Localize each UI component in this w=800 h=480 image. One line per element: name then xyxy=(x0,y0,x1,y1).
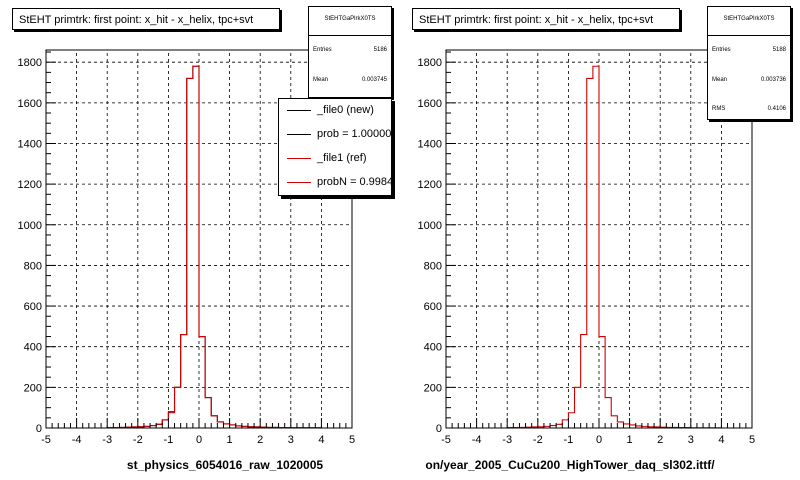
chart1-title: StEHT primtrk: first point: x_hit - x_he… xyxy=(19,14,254,26)
chart1-xtick-label-4: -1 xyxy=(164,434,174,446)
chart2-mean-value: 0.003736 xyxy=(760,77,786,83)
legend-line-file0 xyxy=(287,110,311,111)
chart2-xtick-label-9: 4 xyxy=(718,434,724,446)
chart1-ytick-label-4: 800 xyxy=(24,260,42,272)
chart1-ytick-label-6: 1200 xyxy=(18,179,42,191)
chart2-xtick-label-2: -3 xyxy=(502,434,512,446)
chart1-ytick-label-1: 200 xyxy=(24,382,42,394)
chart2-entries-label: Entries xyxy=(712,47,731,53)
chart1-mean-value: 0.003745 xyxy=(361,77,387,83)
chart1-xtick-label-7: 2 xyxy=(257,434,263,446)
chart1-ytick-label-5: 1000 xyxy=(18,220,42,232)
chart2-rms-value: 0.4106 xyxy=(767,106,786,112)
chart1-xtick-label-1: -4 xyxy=(72,434,82,446)
chart2-xtick-label-8: 3 xyxy=(688,434,694,446)
chart2-xtick-label-10: 5 xyxy=(749,434,755,446)
chart2-ytick-label-7: 1400 xyxy=(418,138,442,150)
chart2-xtick-label-5: 0 xyxy=(596,434,602,446)
chart2-ytick-label-5: 1000 xyxy=(418,220,442,232)
chart2-ytick-label-1: 200 xyxy=(424,382,442,394)
chart1-ytick-label-3: 600 xyxy=(24,301,42,313)
chart2-stats-box: StEHTGaPlrkX0TS Entries 5188 Mean 0.0037… xyxy=(707,6,791,120)
chart1-xtick-label-2: -3 xyxy=(102,434,112,446)
chart1-title-box: StEHT primtrk: first point: x_hit - x_he… xyxy=(12,8,280,30)
chart2-ytick-label-9: 1800 xyxy=(418,57,442,69)
chart1-ytick-label-9: 1800 xyxy=(18,57,42,69)
chart1-xtick-label-8: 3 xyxy=(288,434,294,446)
chart2-rms-label: RMS xyxy=(712,106,726,112)
chart2-ytick-label-6: 1200 xyxy=(418,179,442,191)
chart2-ytick-label-2: 400 xyxy=(424,342,442,354)
chart1-stats-name: StEHTGaPlrkX0TS xyxy=(324,16,376,22)
chart2-ytick-label-3: 600 xyxy=(424,301,442,313)
legend-entry-file1: _file1 (ref) xyxy=(279,149,391,169)
legend-entry-prob: prob = 1.000000 xyxy=(279,125,391,145)
chart2-ytick-label-8: 1600 xyxy=(418,98,442,110)
chart2-title: StEHT primtrk: first point: x_hit - x_he… xyxy=(419,14,654,26)
chart2-xtick-label-0: -5 xyxy=(441,434,451,446)
chart1-mean-label: Mean xyxy=(313,77,329,83)
legend-text-probn: probN = 0.998474 xyxy=(317,176,392,188)
chart1-entries-label: Entries xyxy=(313,47,332,53)
legend-text-prob: prob = 1.000000 xyxy=(317,128,392,140)
legend-entry-file0: _file0 (new) xyxy=(279,101,391,121)
legend-text-file0: _file0 (new) xyxy=(317,104,374,116)
chart2-xtick-label-4: -1 xyxy=(564,434,574,446)
chart1-xtick-label-10: 5 xyxy=(349,434,355,446)
legend-line-file1 xyxy=(287,158,311,159)
chart2-title-box: StEHT primtrk: first point: x_hit - x_he… xyxy=(412,8,680,30)
chart1-xtick-label-6: 1 xyxy=(227,434,233,446)
chart2-mean-label: Mean xyxy=(712,77,728,83)
chart1-ytick-label-0: 0 xyxy=(36,423,42,435)
chart1-entries-value: 5186 xyxy=(373,47,387,53)
chart2-stats-name: StEHTGaPlrkX0TS xyxy=(723,16,775,22)
chart2-xtick-label-6: 1 xyxy=(627,434,633,446)
chart1-ytick-label-2: 400 xyxy=(24,342,42,354)
chart2-xtick-label-7: 2 xyxy=(657,434,663,446)
chart1-stats-divider xyxy=(309,35,391,36)
chart1-xtick-label-0: -5 xyxy=(41,434,51,446)
chart1-stats-box: StEHTGaPlrkX0TS Entries 5186 Mean 0.0037… xyxy=(308,6,392,98)
chart1-xtick-label-3: -2 xyxy=(133,434,143,446)
legend-line-probn xyxy=(287,182,311,183)
chart1-legend: _file0 (new) prob = 1.000000 _file1 (ref… xyxy=(278,98,392,196)
chart2-xtick-label-3: -2 xyxy=(533,434,543,446)
legend-entry-probn: probN = 0.998474 xyxy=(279,173,391,193)
chart1-ytick-label-8: 1600 xyxy=(18,98,42,110)
chart2-entries-value: 5188 xyxy=(772,47,786,53)
chart2-ytick-label-0: 0 xyxy=(436,423,442,435)
chart2-xtick-label-1: -4 xyxy=(472,434,482,446)
chart1-ytick-label-7: 1400 xyxy=(18,138,42,150)
chart2-stats-divider xyxy=(708,35,790,36)
legend-line-prob xyxy=(287,134,311,135)
legend-text-file1: _file1 (ref) xyxy=(317,152,367,164)
chart1-xtick-label-5: 0 xyxy=(196,434,202,446)
chart2-xlabel: on/year_2005_CuCu200_HighTower_daq_sl302… xyxy=(425,458,715,472)
chart1-xlabel: st_physics_6054016_raw_1020005 xyxy=(126,458,324,472)
chart2-ytick-label-4: 800 xyxy=(424,260,442,272)
chart1-xtick-label-9: 4 xyxy=(318,434,324,446)
